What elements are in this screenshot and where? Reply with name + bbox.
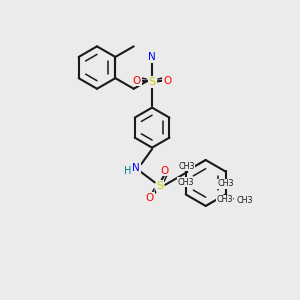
- Text: O: O: [160, 166, 169, 176]
- Text: CH3: CH3: [216, 195, 233, 204]
- Text: O: O: [146, 193, 154, 203]
- Text: CH3: CH3: [178, 162, 195, 171]
- Text: S: S: [148, 77, 156, 87]
- Text: S: S: [157, 181, 164, 191]
- Text: CH3: CH3: [178, 178, 194, 187]
- Text: O: O: [133, 76, 141, 85]
- Text: H: H: [124, 166, 131, 176]
- Text: N: N: [132, 163, 140, 173]
- Text: CH3: CH3: [217, 179, 234, 188]
- Text: CH3: CH3: [236, 196, 253, 205]
- Text: N: N: [148, 52, 156, 62]
- Text: O: O: [163, 76, 172, 85]
